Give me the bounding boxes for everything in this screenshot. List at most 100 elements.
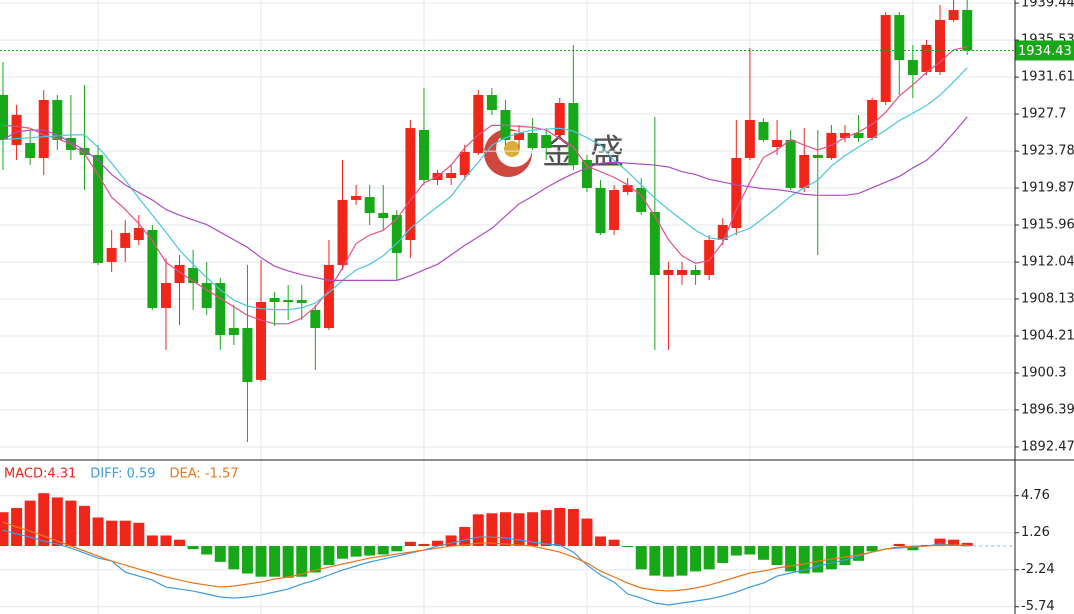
macd-bar bbox=[241, 546, 253, 574]
candle-body bbox=[337, 199, 348, 265]
macd-bar bbox=[649, 546, 661, 576]
macd-bar bbox=[404, 541, 416, 547]
candle-body bbox=[636, 187, 647, 212]
y-tick-label: 1939.44 bbox=[1021, 0, 1074, 11]
legend-entry: DIFF: 0.59 bbox=[90, 467, 155, 482]
y-tick-label: 1931.61 bbox=[1021, 70, 1074, 85]
macd-bar bbox=[323, 546, 335, 566]
macd-bar bbox=[228, 546, 240, 570]
indicator-line bbox=[2, 67, 968, 311]
macd-bar bbox=[459, 527, 471, 547]
candle-body bbox=[160, 283, 171, 308]
candle-body bbox=[839, 132, 850, 138]
macd-bar bbox=[255, 546, 267, 577]
macd-bar bbox=[92, 517, 104, 547]
macd-bar bbox=[499, 512, 511, 547]
macd-bar bbox=[635, 546, 647, 570]
macd-bar bbox=[38, 493, 50, 547]
macd-bar bbox=[106, 520, 118, 547]
candle-body bbox=[785, 139, 796, 188]
candle-body bbox=[907, 60, 918, 76]
macd-bar bbox=[65, 500, 77, 547]
macd-bar bbox=[445, 535, 457, 547]
candle-body bbox=[744, 120, 755, 158]
candle-body bbox=[418, 130, 429, 181]
macd-bar bbox=[174, 539, 186, 547]
candle-body bbox=[201, 283, 212, 308]
y-tick-label: 1.26 bbox=[1021, 525, 1050, 540]
macd-bar bbox=[690, 546, 702, 572]
macd-bar bbox=[78, 505, 90, 547]
macd-bar bbox=[717, 546, 729, 563]
candle-body bbox=[717, 224, 728, 241]
last-price-label: 1934.43 bbox=[1018, 44, 1072, 59]
macd-bar bbox=[798, 546, 810, 574]
macd-bar bbox=[730, 546, 742, 556]
candle-body bbox=[188, 267, 199, 284]
y-tick-label: 1908.13 bbox=[1021, 291, 1074, 306]
macd-bar bbox=[540, 510, 552, 547]
macd-bar bbox=[0, 512, 9, 547]
candle-body bbox=[351, 195, 362, 200]
macd-bar bbox=[201, 546, 213, 555]
y-tick-label: 1912.04 bbox=[1021, 255, 1074, 270]
legend-entry: MACD:4.31 bbox=[4, 467, 76, 482]
candle-body bbox=[731, 157, 742, 229]
y-tick-label: 1919.87 bbox=[1021, 181, 1074, 196]
y-tick-label: 1927.7 bbox=[1021, 107, 1067, 122]
candle-body bbox=[622, 185, 633, 193]
macd-bar bbox=[866, 546, 878, 552]
y-tick-label: 1900.3 bbox=[1021, 365, 1067, 380]
macd-bar bbox=[812, 546, 824, 573]
macd-bar bbox=[771, 546, 783, 566]
macd-bar bbox=[391, 546, 403, 552]
macd-bar bbox=[608, 539, 620, 547]
macd-bar bbox=[377, 546, 389, 555]
macd-bar bbox=[744, 546, 756, 555]
macd-bar bbox=[581, 518, 593, 547]
candle-body bbox=[677, 269, 687, 275]
candle-body bbox=[283, 300, 294, 303]
indicator-line bbox=[2, 116, 968, 281]
candle-body bbox=[880, 15, 891, 102]
macd-bar bbox=[146, 535, 158, 547]
macd-bar bbox=[961, 542, 973, 547]
macd-bar bbox=[282, 546, 294, 578]
candle-body bbox=[649, 211, 660, 275]
candle-body bbox=[812, 154, 823, 158]
candle-body bbox=[323, 264, 334, 328]
legend-entry: DEA: -1.57 bbox=[170, 467, 239, 482]
macd-bar bbox=[51, 497, 63, 547]
candle-body bbox=[405, 128, 416, 241]
indicator-line bbox=[2, 529, 968, 606]
macd-bar bbox=[622, 546, 634, 548]
macd-bar bbox=[554, 507, 566, 547]
candle-body bbox=[704, 240, 715, 275]
macd-bar bbox=[269, 546, 281, 577]
macd-bar bbox=[133, 522, 145, 547]
candle-body bbox=[799, 154, 810, 188]
macd-bar bbox=[703, 546, 715, 570]
candle-body bbox=[256, 302, 267, 380]
y-tick-label: 1896.39 bbox=[1021, 402, 1074, 417]
y-tick-label: 1915.96 bbox=[1021, 217, 1074, 232]
candle-body bbox=[11, 115, 22, 145]
candle-body bbox=[867, 99, 878, 138]
macd-bar bbox=[934, 538, 946, 547]
macd-bar bbox=[472, 514, 484, 547]
macd-bar bbox=[187, 546, 199, 550]
candle-body bbox=[93, 154, 104, 263]
macd-bar bbox=[527, 512, 539, 547]
candle-body bbox=[296, 300, 307, 303]
candle-body bbox=[486, 94, 497, 110]
macd-bar bbox=[364, 546, 376, 556]
candle-body bbox=[0, 94, 8, 140]
candle-body bbox=[79, 147, 90, 155]
indicator-line bbox=[2, 521, 968, 592]
candle-body bbox=[568, 102, 579, 165]
macd-bar bbox=[160, 535, 172, 547]
last-price-box bbox=[1015, 40, 1074, 61]
candle-body bbox=[215, 283, 226, 335]
candle-body bbox=[514, 132, 525, 140]
